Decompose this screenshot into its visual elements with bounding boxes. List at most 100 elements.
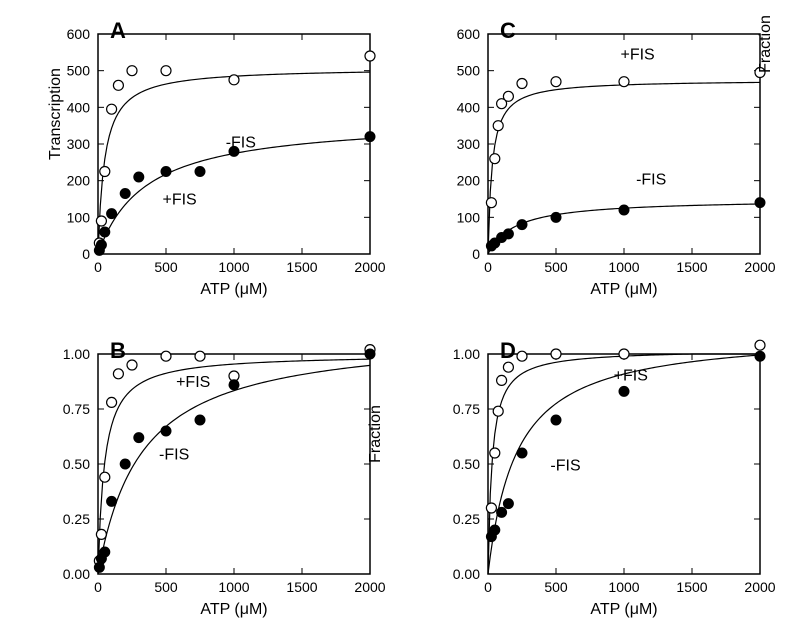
point--FIS [96,240,106,250]
y-tick-label: 100 [67,209,91,225]
y-tick-label: 0.75 [63,401,90,417]
panel-B: B0500100015002000ATP (μM)0.000.250.500.7… [63,338,386,618]
panel-letter-A: A [110,18,126,43]
x-tick-label: 2000 [744,579,775,595]
series-label--FIS: -FIS [159,447,189,464]
y-tick-label: 400 [67,99,91,115]
panel-letter-D: D [500,338,516,363]
y-tick-label: 100 [457,209,481,225]
point--FIS [365,132,375,142]
point--FIS [755,198,765,208]
y-tick-label: 300 [67,136,91,152]
curve-+FIS [488,82,760,254]
x-tick-label: 1000 [218,579,249,595]
curve-+FIS [98,359,370,574]
point--FIS [619,205,629,215]
point--FIS [551,212,561,222]
point--FIS [161,426,171,436]
point--FIS [120,189,130,199]
y-tick-label: 1.00 [63,346,90,362]
y-tick-label: 0.25 [453,511,480,527]
point-+FIS [127,360,137,370]
point-+FIS [493,406,503,416]
figure-container: A0500100015002000ATP (μM)010020030040050… [0,0,800,644]
point-+FIS [490,448,500,458]
point-+FIS [503,91,513,101]
y-axis-label: Transcription [47,68,64,160]
point-+FIS [127,66,137,76]
series-label-+FIS: +FIS [620,47,654,64]
x-tick-label: 1500 [286,579,317,595]
y-tick-label: 0.00 [63,566,90,582]
point-+FIS [113,369,123,379]
point--FIS [517,448,527,458]
point--FIS [497,507,507,517]
y-tick-label: 0 [82,246,90,262]
x-tick-label: 500 [154,259,178,275]
x-tick-label: 0 [94,579,102,595]
series-label-+FIS: +FIS [176,374,210,391]
point--FIS [503,499,513,509]
y-tick-label: 600 [457,26,481,42]
x-axis-label: ATP (μM) [200,281,267,298]
panel-letter-B: B [110,338,126,363]
y-tick-label: 500 [457,63,481,79]
point-+FIS [486,503,496,513]
y-tick-label: 0 [472,246,480,262]
x-tick-label: 500 [154,579,178,595]
point-+FIS [107,104,117,114]
x-tick-label: 1500 [286,259,317,275]
point-+FIS [503,362,513,372]
series-label--FIS: -FIS [636,171,666,188]
x-tick-label: 0 [94,259,102,275]
point-+FIS [161,66,171,76]
point-+FIS [551,77,561,87]
y-axis-label: Fraction [367,405,384,463]
point-+FIS [517,79,527,89]
x-tick-label: 2000 [354,579,385,595]
y-tick-label: 0.50 [453,456,480,472]
point-+FIS [96,529,106,539]
panel-letter-C: C [500,18,516,43]
curve-+FIS [98,72,370,254]
point--FIS [517,220,527,230]
point-+FIS [113,80,123,90]
point--FIS [120,459,130,469]
series-label-+FIS: +FIS [162,192,196,209]
y-tick-label: 0.00 [453,566,480,582]
point--FIS [134,433,144,443]
point--FIS [195,415,205,425]
point-+FIS [486,198,496,208]
point-+FIS [96,216,106,226]
x-axis-label: ATP (μM) [200,601,267,618]
point--FIS [100,547,110,557]
x-tick-label: 1500 [676,579,707,595]
y-tick-label: 300 [457,136,481,152]
point-+FIS [517,351,527,361]
series-label--FIS: -FIS [226,135,256,152]
y-axis-label: Fraction [757,15,774,73]
point--FIS [107,496,117,506]
y-tick-label: 600 [67,26,91,42]
series-label--FIS: -FIS [550,458,580,475]
y-tick-label: 0.25 [63,511,90,527]
point-+FIS [490,154,500,164]
point--FIS [551,415,561,425]
figure-svg: A0500100015002000ATP (μM)010020030040050… [0,0,800,644]
point-+FIS [493,121,503,131]
point--FIS [107,209,117,219]
point-+FIS [755,340,765,350]
point-+FIS [619,349,629,359]
x-tick-label: 1000 [608,259,639,275]
x-tick-label: 0 [484,259,492,275]
y-tick-label: 500 [67,63,91,79]
y-tick-label: 0.75 [453,401,480,417]
x-tick-label: 1500 [676,259,707,275]
panel-C: C0500100015002000ATP (μM)010020030040050… [437,0,776,298]
point-+FIS [100,167,110,177]
x-tick-label: 500 [544,579,568,595]
point-+FIS [497,375,507,385]
point-+FIS [365,51,375,61]
point-+FIS [161,351,171,361]
x-tick-label: 2000 [744,259,775,275]
